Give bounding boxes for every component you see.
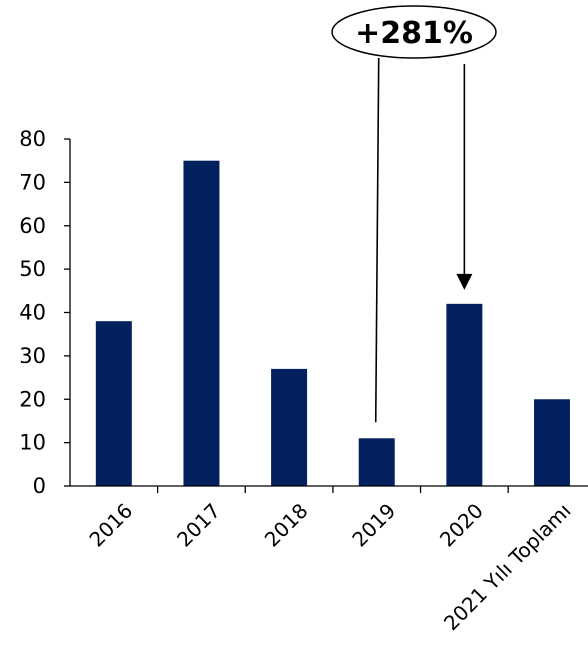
y-tick-label: 70 (19, 170, 46, 194)
tick-labels-group: 0 10 20 30 40 50 60 70 80 (19, 127, 46, 498)
y-tick-label: 10 (19, 431, 46, 455)
bar-2021-yılı-toplamı (534, 399, 570, 486)
axes-group (64, 138, 588, 493)
callout-arrowhead (456, 273, 473, 290)
callout-group: +281% (331, 5, 497, 423)
y-tick-label: 30 (19, 344, 46, 368)
y-tick-label: 0 (33, 474, 46, 498)
y-tick-label: 80 (19, 127, 46, 151)
x-category-label: 2019 (347, 499, 400, 552)
y-tick-label: 60 (19, 214, 46, 238)
callout-line-from (374, 57, 380, 423)
callout-text: +281% (355, 16, 473, 51)
bar-2016 (95, 321, 132, 486)
callout-ellipse (331, 5, 497, 59)
bars-group (95, 160, 570, 486)
bar-2020 (446, 303, 483, 486)
y-tick-label: 40 (19, 301, 46, 325)
y-tick-label: 50 (19, 257, 46, 281)
x-category-label: 2018 (260, 499, 313, 552)
bar-2019 (358, 438, 395, 486)
x-category-label: 2016 (84, 499, 137, 552)
y-tick-label: 20 (19, 387, 46, 411)
x-category-label: 2020 (435, 499, 488, 552)
bar-2018 (271, 368, 308, 486)
x-category-label: 2017 (172, 499, 225, 552)
bar-2017 (183, 160, 220, 486)
